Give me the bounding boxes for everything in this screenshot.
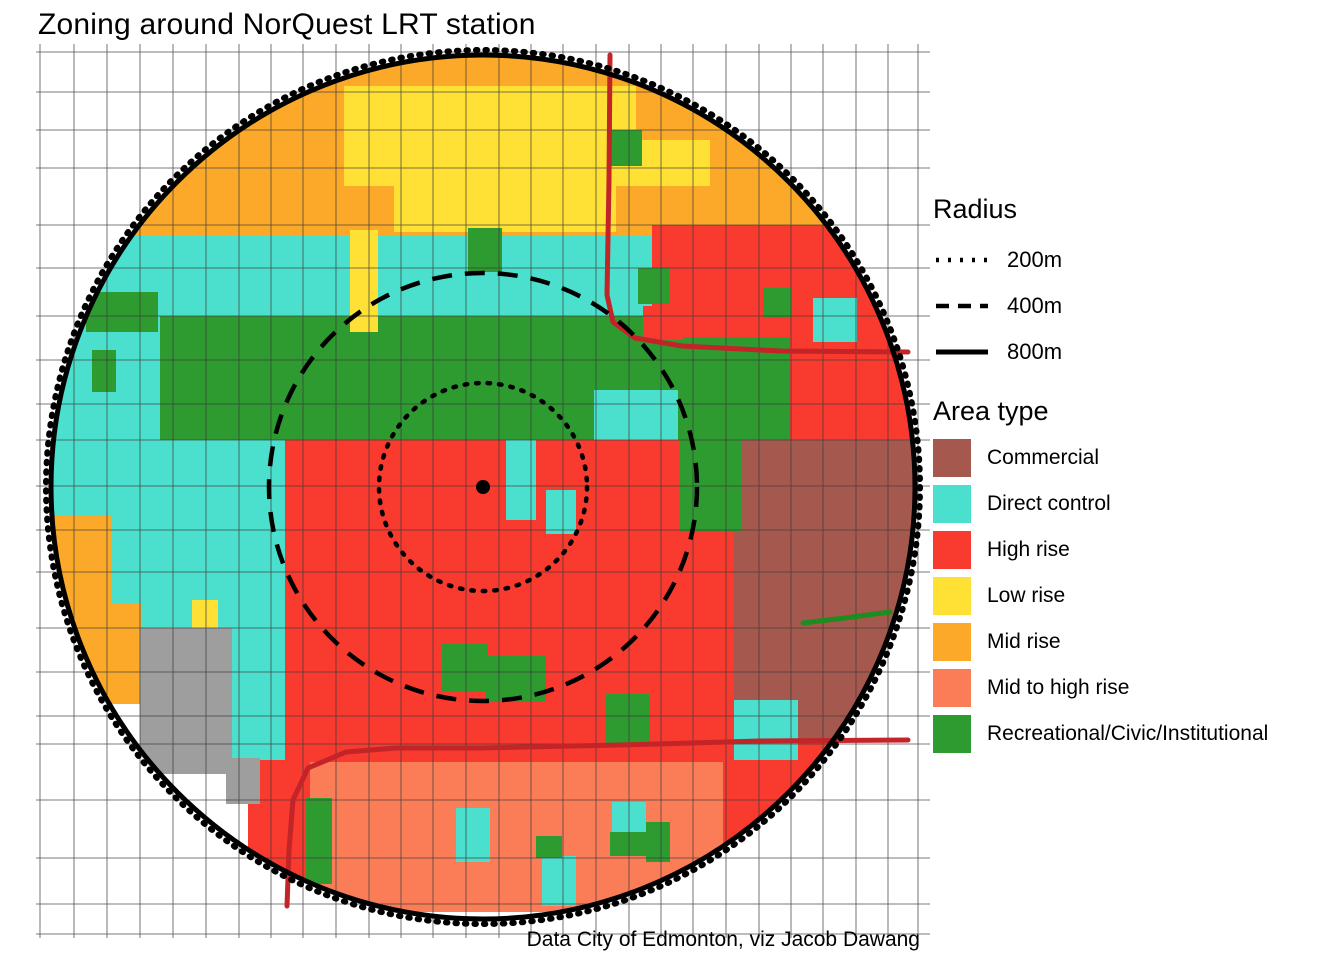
zone-dc	[230, 642, 288, 762]
radius-200m-circle	[376, 380, 590, 594]
road-major-north-south	[604, 52, 911, 355]
zone-rec	[606, 694, 650, 746]
radius-legend-item-200m: 200m	[933, 237, 1062, 283]
area-legend-heading: Area type	[933, 396, 1049, 426]
area-legend-label: Commercial	[987, 446, 1100, 469]
area-legend-item-recreational-civic-institutional: Recreational/Civic/Institutional	[933, 715, 1268, 753]
zone-rec	[468, 228, 502, 272]
zone-dc	[542, 856, 576, 906]
zone-dc	[506, 440, 536, 520]
area-legend-label: Low rise	[987, 584, 1066, 607]
area-legend-item-low-rise: Low rise	[933, 577, 1268, 615]
zone-rec	[92, 350, 116, 392]
radius-legend-items: 200m 400m 800m	[933, 237, 1062, 375]
area-color-swatch	[933, 577, 971, 615]
zone-rec	[86, 292, 158, 332]
zone-rec	[306, 798, 332, 884]
area-color-swatch	[933, 669, 971, 707]
zone-dc	[734, 700, 798, 760]
area-color-swatch	[933, 623, 971, 661]
radius-legend-item-800m: 800m	[933, 329, 1062, 375]
radius-legend-label: 800m	[1007, 339, 1063, 364]
zone-dc	[546, 490, 576, 534]
area-color-swatch	[933, 439, 971, 477]
zone-dc	[456, 808, 490, 862]
zone-rec	[646, 822, 670, 862]
zone-na	[226, 758, 260, 804]
area-legend-label: Mid to high rise	[987, 676, 1130, 699]
zone-rec	[536, 836, 562, 858]
area-type-legend: Area type Commercial Direct control High r…	[933, 396, 1268, 761]
road-major-south	[284, 737, 911, 909]
zone-dc	[813, 298, 857, 342]
zone-com	[734, 440, 915, 740]
area-legend-label: High rise	[987, 538, 1070, 561]
radius-legend-label: 400m	[1007, 293, 1063, 318]
area-legend-label: Direct control	[987, 492, 1111, 515]
zone-na	[140, 628, 232, 774]
zone-dc	[594, 390, 678, 441]
zone-lr	[394, 140, 616, 232]
area-legend-items: Commercial Direct control High rise Low ris…	[933, 439, 1268, 753]
area-legend-item-direct-control: Direct control	[933, 485, 1268, 523]
radius-800m-bead-ring	[43, 47, 923, 927]
radius-dotted-line-sample	[936, 257, 988, 263]
zone-rec	[763, 288, 791, 318]
radius-legend: Radius 200m 400m 800m	[933, 194, 1062, 375]
station-center-dot	[476, 480, 490, 494]
area-color-swatch	[933, 485, 971, 523]
page-title: Zoning around NorQuest LRT station	[38, 8, 536, 41]
radius-800m-circle	[48, 52, 918, 922]
radius-dashed-line-sample	[936, 303, 988, 309]
area-legend-item-mid-rise: Mid rise	[933, 623, 1268, 661]
zone-rec	[442, 644, 488, 692]
radius-legend-label: 200m	[1007, 247, 1063, 272]
radius-legend-heading: Radius	[933, 194, 1018, 224]
road-green-east	[800, 609, 893, 626]
area-legend-item-high-rise: High rise	[933, 531, 1268, 569]
zone-rec	[610, 832, 650, 856]
zone-rec	[610, 130, 642, 166]
radius-solid-line-sample	[936, 349, 988, 355]
zone-rec	[160, 316, 648, 440]
caption: Data City of Edmonton, viz Jacob Dawang	[526, 928, 920, 951]
area-legend-label: Recreational/Civic/Institutional	[987, 722, 1269, 745]
area-legend-item-mid-to-high-rise: Mid to high rise	[933, 669, 1268, 707]
area-color-swatch	[933, 715, 971, 753]
zone-rec	[638, 268, 670, 304]
area-color-swatch	[933, 531, 971, 569]
radius-legend-item-400m: 400m	[933, 283, 1062, 329]
area-legend-item-commercial: Commercial	[933, 439, 1268, 477]
zone-hr	[643, 306, 683, 340]
zone-mid	[51, 604, 141, 704]
radius-400m-circle	[266, 270, 700, 704]
area-legend-label: Mid rise	[987, 630, 1061, 653]
